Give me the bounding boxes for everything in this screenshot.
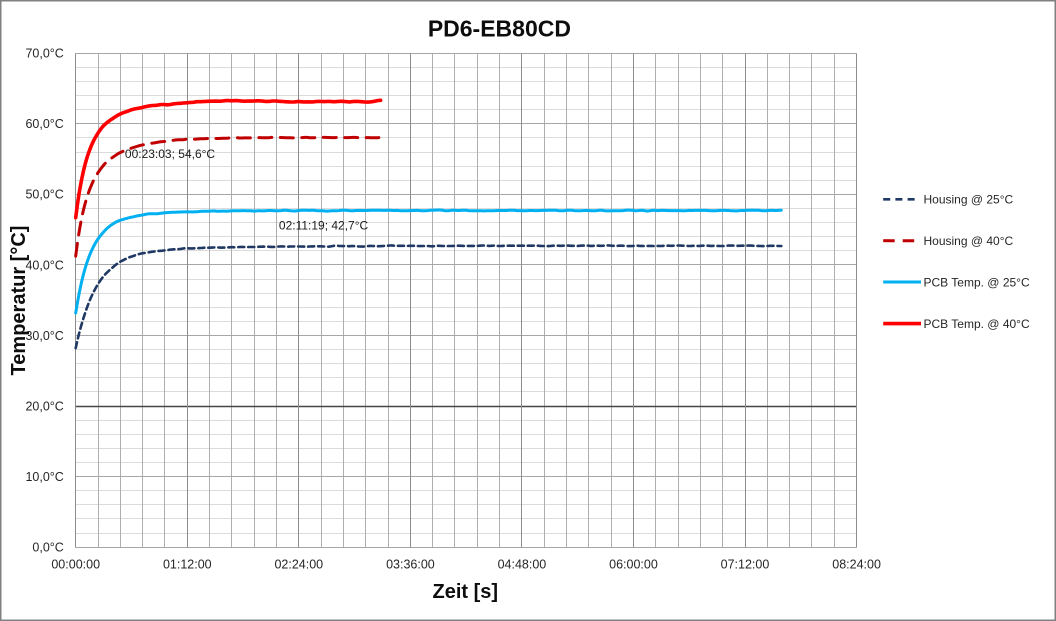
- svg-text:50,0°C: 50,0°C: [25, 188, 63, 202]
- svg-text:40,0°C: 40,0°C: [25, 258, 63, 272]
- svg-text:Housing @ 25°C: Housing @ 25°C: [924, 193, 1014, 207]
- svg-text:00:00:00: 00:00:00: [51, 558, 100, 572]
- svg-text:08:24:00: 08:24:00: [832, 558, 881, 572]
- svg-text:07:12:00: 07:12:00: [721, 558, 770, 572]
- svg-text:PCB Temp. @ 40°C: PCB Temp. @ 40°C: [924, 317, 1030, 331]
- svg-text:60,0°C: 60,0°C: [25, 117, 63, 131]
- svg-text:04:48:00: 04:48:00: [498, 558, 547, 572]
- svg-text:00:23:03; 54,6°C: 00:23:03; 54,6°C: [125, 147, 216, 161]
- svg-text:Temperatur [°C]: Temperatur [°C]: [8, 226, 30, 376]
- svg-text:Zeit [s]: Zeit [s]: [433, 581, 499, 603]
- svg-text:PD6-EB80CD: PD6-EB80CD: [428, 16, 571, 42]
- svg-text:PCB Temp. @ 25°C: PCB Temp. @ 25°C: [924, 275, 1030, 289]
- svg-text:30,0°C: 30,0°C: [25, 329, 63, 343]
- svg-text:20,0°C: 20,0°C: [25, 399, 63, 413]
- svg-text:10,0°C: 10,0°C: [25, 470, 63, 484]
- svg-text:01:12:00: 01:12:00: [163, 558, 212, 572]
- svg-text:Housing @ 40°C: Housing @ 40°C: [924, 234, 1014, 248]
- svg-text:06:00:00: 06:00:00: [609, 558, 658, 572]
- svg-text:0,0°C: 0,0°C: [32, 541, 63, 555]
- svg-text:70,0°C: 70,0°C: [25, 47, 63, 61]
- svg-text:02:24:00: 02:24:00: [274, 558, 323, 572]
- svg-text:03:36:00: 03:36:00: [386, 558, 435, 572]
- svg-text:02:11:19; 42,7°C: 02:11:19; 42,7°C: [279, 218, 369, 232]
